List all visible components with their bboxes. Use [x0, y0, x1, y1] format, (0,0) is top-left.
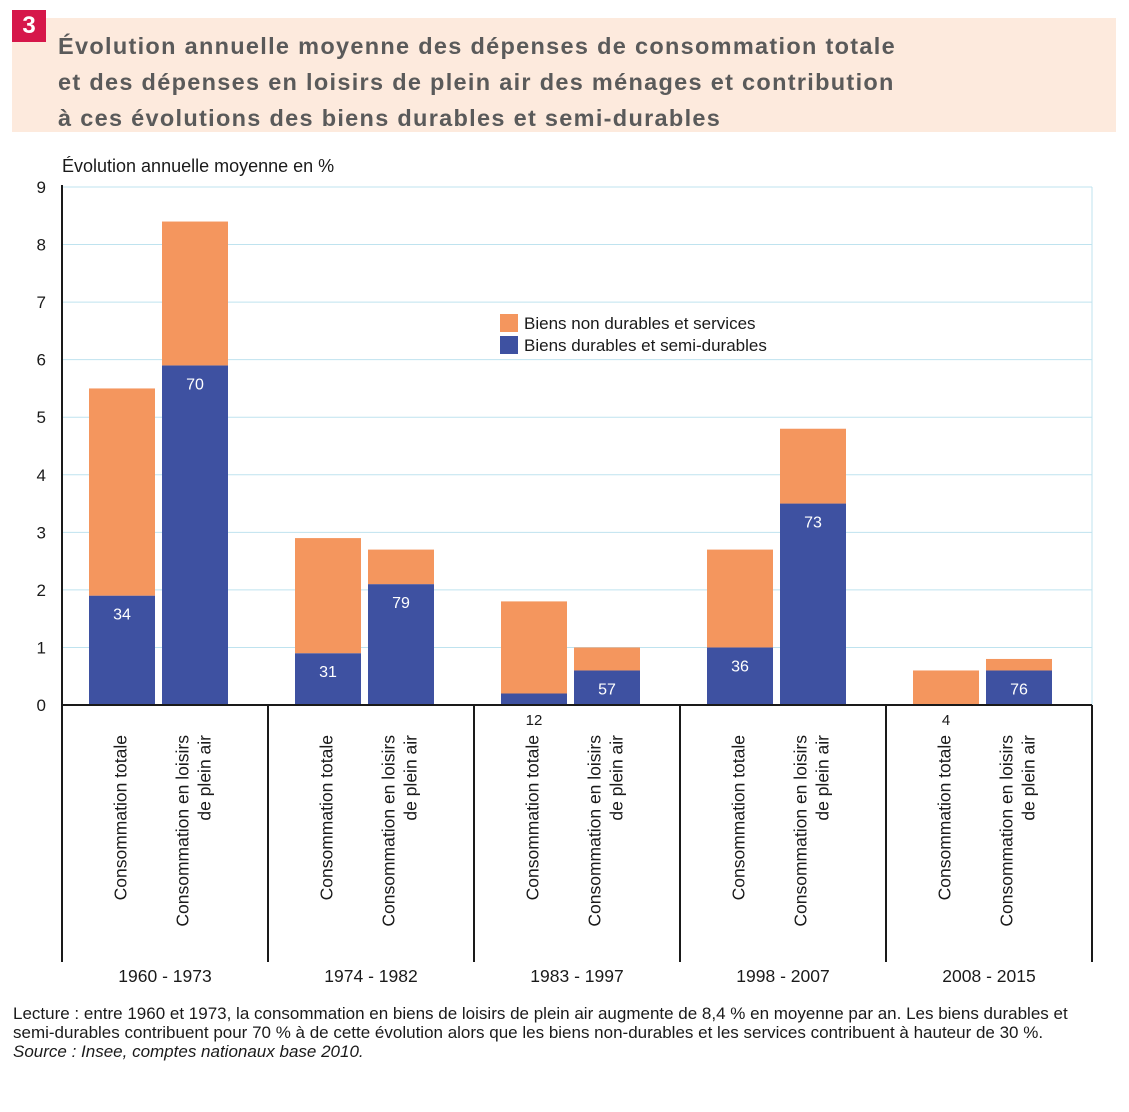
- figure-number-badge: 3: [12, 10, 46, 42]
- chart-title-line: Évolution annuelle moyenne des dépenses …: [58, 33, 896, 59]
- y-axis-title: Évolution annuelle moyenne en %: [62, 156, 334, 176]
- bar-segment-non-durables: [162, 221, 228, 366]
- title-banner: [12, 18, 1116, 132]
- bar-category-label: Consommation totale: [729, 735, 749, 900]
- bar-category-label: Consommation totale: [935, 735, 955, 900]
- bar-segment-non-durables: [501, 601, 567, 694]
- reading-note: Lecture : entre 1960 et 1973, la consomm…: [13, 1004, 1068, 1042]
- bar-segment-durables: [574, 670, 640, 705]
- contribution-label: 4: [942, 712, 950, 729]
- bar-segment-non-durables: [986, 658, 1052, 671]
- bar-category-label: Consommation en loisirs: [585, 735, 605, 927]
- legend-label: Biens durables et semi-durables: [524, 336, 767, 355]
- bar-category-label: Consommation en loisirs: [997, 735, 1017, 927]
- y-tick-label: 4: [37, 466, 46, 485]
- group-label: 1974 - 1982: [324, 966, 417, 986]
- bar-category-label: Consommation en loisirs: [379, 735, 399, 927]
- contribution-label: 57: [598, 681, 616, 698]
- bar-segment-non-durables: [574, 647, 640, 671]
- y-tick-label: 3: [37, 523, 46, 542]
- bar-category-label: de plein air: [813, 735, 833, 821]
- contribution-label: 70: [186, 376, 204, 393]
- contribution-label: 31: [319, 664, 337, 681]
- bar-segment-durables: [368, 584, 434, 705]
- legend-swatch: [500, 336, 518, 354]
- bar-segment-durables: [501, 693, 567, 705]
- chart-title-line: à ces évolutions des biens durables et s…: [58, 105, 722, 131]
- contribution-label: 36: [731, 658, 749, 675]
- contribution-label: 12: [526, 712, 543, 729]
- bar-segment-non-durables: [707, 549, 773, 648]
- source-note: Source : Insee, comptes nationaux base 2…: [13, 1042, 364, 1061]
- bar-category-label: de plein air: [401, 735, 421, 821]
- bar-segment-durables: [295, 653, 361, 705]
- bar-segment-durables: [707, 647, 773, 705]
- y-tick-label: 8: [37, 236, 46, 255]
- y-tick-label: 0: [37, 696, 46, 715]
- bar-segment-non-durables: [295, 538, 361, 654]
- bar-segment-durables: [986, 670, 1052, 705]
- y-tick-label: 1: [37, 638, 46, 657]
- legend-swatch: [500, 314, 518, 332]
- bar-segment-non-durables: [913, 670, 979, 705]
- y-tick-label: 2: [37, 581, 46, 600]
- bar-segment-durables: [162, 365, 228, 705]
- group-label: 1998 - 2007: [736, 966, 829, 986]
- bar-category-label: Consommation totale: [523, 735, 543, 900]
- y-tick-label: 6: [37, 351, 46, 370]
- bar-segment-non-durables: [89, 388, 155, 596]
- bar-category-label: Consommation totale: [111, 735, 131, 900]
- bar-segment-durables: [89, 595, 155, 705]
- bar-category-label: de plein air: [607, 735, 627, 821]
- group-label: 2008 - 2015: [942, 966, 1035, 986]
- bar-category-label: Consommation en loisirs: [791, 735, 811, 927]
- y-tick-label: 5: [37, 408, 46, 427]
- bar-category-label: de plein air: [195, 735, 215, 821]
- y-tick-label: 9: [37, 178, 46, 197]
- contribution-label: 79: [392, 595, 410, 612]
- group-label: 1960 - 1973: [118, 966, 211, 986]
- chart-title-line: et des dépenses en loisirs de plein air …: [58, 69, 895, 95]
- bar-category-label: de plein air: [1019, 735, 1039, 821]
- y-tick-label: 7: [37, 293, 46, 312]
- group-label: 1983 - 1997: [530, 966, 623, 986]
- bar-segment-non-durables: [368, 549, 434, 585]
- bar-category-label: Consommation en loisirs: [173, 735, 193, 927]
- contribution-label: 34: [113, 607, 131, 624]
- bar-segment-non-durables: [780, 428, 846, 504]
- legend-label: Biens non durables et services: [524, 314, 756, 333]
- bar-segment-durables: [780, 503, 846, 705]
- contribution-label: 76: [1010, 681, 1028, 698]
- chart-notes: Lecture : entre 1960 et 1973, la consomm…: [13, 1004, 1113, 1061]
- contribution-label: 73: [804, 515, 822, 532]
- bar-category-label: Consommation totale: [317, 735, 337, 900]
- chart-title: Évolution annuelle moyenne des dépenses …: [58, 28, 1108, 136]
